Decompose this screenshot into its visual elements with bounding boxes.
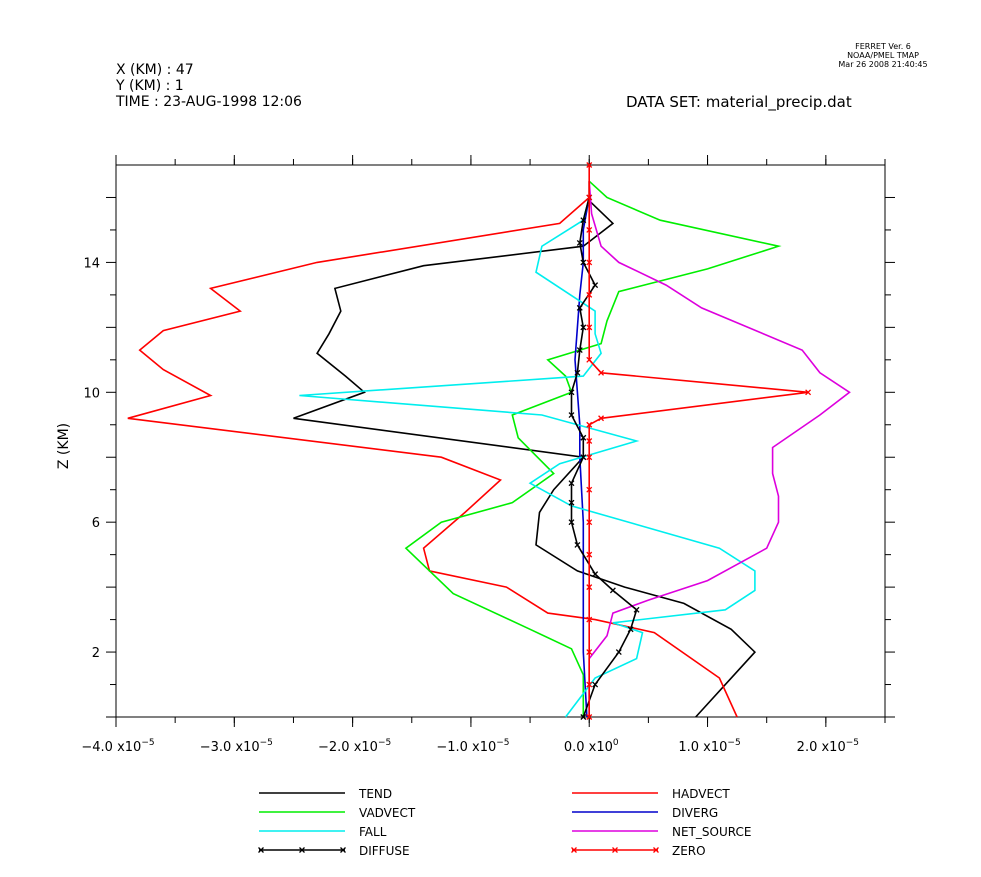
y-tick-label: 10 bbox=[83, 386, 100, 401]
legend-label-tend: TEND bbox=[358, 787, 392, 801]
legend-label-zero: ZERO bbox=[672, 844, 706, 858]
x-tick-label: −4.0 x10−5 bbox=[81, 738, 154, 755]
marker-diffuse bbox=[568, 499, 575, 506]
marker-zero bbox=[586, 194, 593, 201]
marker-zero bbox=[586, 681, 593, 688]
marker-diffuse bbox=[576, 304, 583, 311]
marker-diffuse bbox=[576, 347, 583, 354]
marker-zero bbox=[586, 291, 593, 298]
legend-label-vadvect: VADVECT bbox=[359, 806, 416, 820]
marker-zero bbox=[586, 551, 593, 558]
marker-diffuse bbox=[592, 282, 599, 289]
header-y: Y (KM) : 1 bbox=[116, 78, 184, 94]
ferret-stamp: FERRET Ver. 6 NOAA/PMEL TMAP Mar 26 2008… bbox=[828, 42, 938, 69]
y-axis-label: Z (KM) bbox=[56, 423, 72, 469]
marker-zero bbox=[598, 415, 605, 422]
legend-label-diverg: DIVERG bbox=[672, 806, 718, 820]
legend-marker-zero bbox=[571, 847, 577, 853]
series-vadvect bbox=[404, 180, 782, 717]
y-tick-label: 2 bbox=[92, 646, 100, 661]
x-tick-label: 1.0 x10−5 bbox=[678, 738, 740, 755]
x-tick-label: −2.0 x10−5 bbox=[318, 738, 391, 755]
series-net-source bbox=[588, 181, 851, 717]
ferret-org: NOAA/PMEL TMAP bbox=[847, 51, 919, 60]
header-x: X (KM) : 47 bbox=[116, 62, 194, 78]
marker-zero bbox=[586, 162, 593, 168]
legend-marker-diffuse bbox=[340, 847, 346, 853]
marker-diffuse bbox=[609, 587, 616, 594]
axes: −4.0 x10−5 −3.0 x10−5 −2.0 x10−5 −1.0 x10−5… bbox=[81, 155, 895, 755]
series-tend bbox=[293, 181, 757, 718]
dataset-title: DATA SET: material_precip.dat bbox=[626, 93, 852, 111]
y-tick-label: 6 bbox=[92, 516, 100, 531]
header-time: TIME : 23-AUG-1998 12:06 bbox=[116, 94, 302, 110]
marker-diffuse bbox=[568, 480, 575, 487]
ferret-version: FERRET Ver. 6 bbox=[855, 42, 911, 51]
marker-diffuse bbox=[580, 434, 587, 441]
marker-zero bbox=[586, 714, 593, 720]
marker-zero bbox=[586, 421, 593, 428]
marker-diffuse bbox=[633, 606, 640, 613]
legend-label-fall: FALL bbox=[359, 825, 387, 839]
marker-diffuse bbox=[580, 217, 587, 224]
plot-frame bbox=[115, 164, 886, 718]
marker-zero bbox=[586, 226, 593, 233]
x-tick-label: −1.0 x10−5 bbox=[436, 738, 509, 755]
marker-diffuse bbox=[615, 649, 622, 656]
legend-label-hadvect: HADVECT bbox=[672, 787, 730, 801]
ferret-date: Mar 26 2008 21:40:45 bbox=[838, 60, 928, 69]
series-fall bbox=[299, 197, 756, 718]
legend: TEND VADVECT FALL DIFFUSE HADVECT DIVERG NET_S… bbox=[258, 787, 751, 858]
x-tick-label: −3.0 x10−5 bbox=[200, 738, 273, 755]
y-tick-label: 14 bbox=[83, 256, 100, 271]
legend-label-net-source: NET_SOURCE bbox=[672, 825, 751, 839]
marker-diffuse bbox=[580, 324, 587, 331]
marker-diffuse bbox=[568, 519, 575, 526]
marker-zero bbox=[586, 259, 593, 266]
marker-zero bbox=[586, 649, 593, 656]
x-tick-label: 0.0 x100 bbox=[564, 738, 619, 755]
marker-diffuse bbox=[627, 626, 634, 633]
marker-diffuse bbox=[580, 714, 587, 720]
marker-zero bbox=[586, 486, 593, 493]
marker-zero bbox=[586, 584, 593, 591]
legend-marker-zero bbox=[653, 847, 659, 853]
marker-diffuse bbox=[592, 681, 599, 688]
series-layer bbox=[127, 162, 851, 720]
marker-zero bbox=[805, 389, 812, 396]
series-diffuse bbox=[570, 197, 638, 718]
marker-diffuse bbox=[592, 571, 599, 578]
marker-zero bbox=[586, 438, 593, 444]
marker-diffuse bbox=[580, 259, 587, 266]
marker-diffuse bbox=[580, 454, 587, 461]
legend-marker-zero bbox=[612, 847, 618, 853]
x-tick-label: 2.0 x10−5 bbox=[797, 738, 859, 755]
marker-zero bbox=[586, 616, 593, 623]
marker-zero bbox=[586, 356, 593, 363]
legend-label-diffuse: DIFFUSE bbox=[359, 844, 410, 858]
marker-diffuse bbox=[574, 369, 581, 376]
marker-diffuse bbox=[568, 389, 575, 396]
legend-marker-diffuse bbox=[258, 847, 264, 853]
marker-zero bbox=[586, 324, 593, 331]
marker-zero bbox=[598, 369, 605, 376]
marker-zero bbox=[586, 519, 593, 526]
marker-diffuse bbox=[568, 412, 575, 418]
legend-marker-diffuse bbox=[299, 847, 305, 853]
marker-zero bbox=[586, 454, 593, 461]
marker-diffuse bbox=[574, 541, 581, 548]
marker-diffuse bbox=[576, 239, 583, 246]
series-hadvect bbox=[127, 181, 738, 718]
